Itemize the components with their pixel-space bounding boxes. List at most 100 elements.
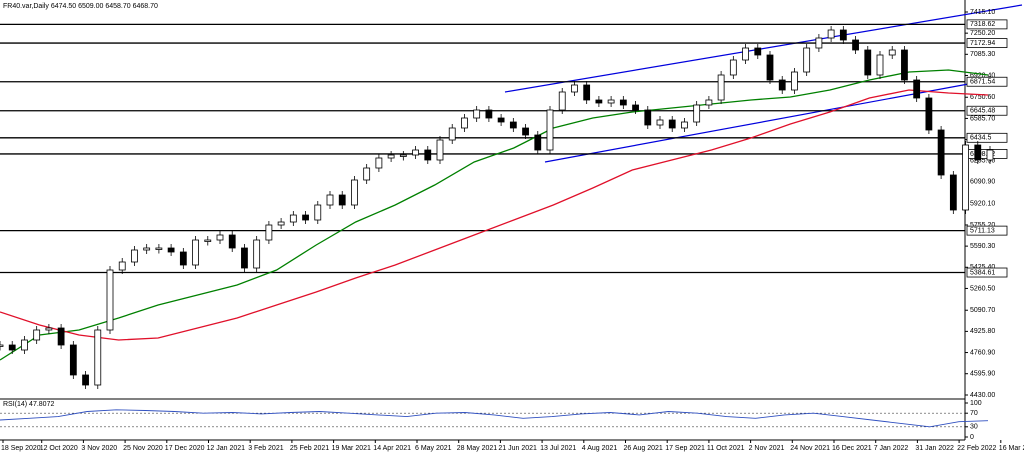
candle (962, 144, 969, 211)
candle (21, 339, 28, 351)
candle (33, 329, 41, 341)
rsi-title: RSI(14) 47.8072 (3, 401, 54, 408)
x-tick-label: 14 Apr 2021 (373, 445, 411, 452)
candle (277, 221, 285, 226)
candle (583, 84, 591, 101)
candle (399, 154, 407, 157)
candle (8, 344, 16, 351)
candle (913, 79, 921, 99)
rsi-tick-label: 100 (970, 400, 982, 407)
candle (803, 47, 811, 73)
x-tick-label: 16 Dec 2021 (832, 445, 872, 452)
x-tick-label: 19 Mar 2021 (332, 445, 371, 452)
candle (949, 174, 957, 211)
level-label: 7318.62 (970, 21, 995, 28)
candle (619, 99, 627, 106)
candle (302, 214, 309, 221)
x-tick-label: 7 Jan 2022 (874, 445, 909, 452)
y-tick-label: 4595.90 (970, 371, 995, 378)
candle (742, 47, 749, 61)
x-tick-label: 17 Sep 2021 (665, 445, 705, 452)
level-label-box (966, 105, 1008, 116)
candle (167, 247, 175, 253)
candle (192, 239, 199, 266)
level-label: 5384.61 (970, 269, 995, 276)
candle (289, 214, 297, 223)
y-tick-label: 4760.90 (970, 349, 995, 356)
level-label: 7172.94 (970, 40, 995, 47)
level-label-box (966, 19, 1008, 30)
x-tick-label: 28 May 2021 (457, 445, 498, 452)
x-tick-label: 6 May 2021 (415, 445, 452, 452)
candle (656, 119, 664, 126)
x-tick-label: 16 Mar 2022 (999, 445, 1024, 452)
x-tick-label: 25 Nov 2020 (123, 445, 163, 452)
level-label: 6308.92 (970, 151, 995, 158)
x-tick-label: 4 Aug 2021 (582, 445, 618, 452)
candle (228, 234, 236, 249)
candle (265, 224, 273, 241)
candle (815, 37, 823, 49)
x-tick-label: 12 Jan 2021 (207, 445, 246, 452)
y-tick-label: 6090.90 (970, 179, 995, 186)
candle (131, 249, 138, 263)
candle (986, 149, 994, 161)
level-label-box (966, 76, 1008, 87)
level-label-box (966, 38, 1008, 48)
candle (632, 104, 639, 111)
candle (644, 109, 652, 126)
candle (791, 71, 798, 91)
y-tick-label: 5260.50 (970, 285, 995, 292)
level-label: 6645.48 (970, 108, 995, 115)
y-tick-label: 5590.30 (970, 243, 995, 250)
y-tick-label: 5920.10 (970, 201, 995, 208)
level-label: 6434.5 (970, 135, 992, 142)
level-label: 5711.13 (970, 227, 995, 234)
candle (668, 119, 676, 129)
x-tick-label: 18 Sep 2020 (1, 445, 41, 452)
candle (57, 327, 65, 346)
rsi-tick-label: 0 (970, 434, 974, 441)
candle (204, 239, 212, 242)
candle (461, 117, 468, 129)
candle (387, 154, 395, 159)
candle (314, 204, 322, 221)
candle (0, 344, 4, 347)
level-label-box (966, 225, 1008, 236)
candle (729, 59, 737, 76)
candle (864, 49, 872, 76)
candle (412, 149, 419, 156)
candle (852, 39, 859, 51)
x-tick-label: 3 Feb 2021 (248, 445, 284, 452)
candle (241, 247, 248, 269)
candle (351, 179, 358, 206)
candle (888, 49, 896, 56)
y-tick-label: 6255.90 (970, 158, 995, 165)
y-tick-label: 4925.80 (970, 328, 995, 335)
x-tick-label: 31 Jan 2022 (915, 445, 954, 452)
y-tick-label: 5755.20 (970, 222, 995, 229)
candle (448, 127, 456, 141)
x-tick-label: 22 Feb 2022 (957, 445, 996, 452)
level-label: 6871.54 (970, 79, 995, 86)
chart-title: FR40.var,Daily 6474.50 6509.00 6458.70 6… (3, 3, 158, 10)
candle (485, 109, 493, 119)
y-tick-label: 6585.70 (970, 115, 995, 122)
candle (45, 327, 53, 331)
candle (778, 79, 786, 91)
y-tick-label: 5090.70 (970, 307, 995, 314)
rsi-line (0, 409, 989, 428)
x-tick-label: 17 Dec 2020 (165, 445, 205, 452)
candle (143, 247, 151, 251)
candle (509, 121, 517, 129)
candle (937, 129, 945, 176)
x-tick-label: 12 Oct 2020 (40, 445, 78, 452)
rsi-tick-label: 70 (970, 410, 978, 417)
candle (338, 194, 346, 206)
candle (363, 167, 371, 181)
candle (839, 29, 847, 41)
candle (925, 97, 933, 131)
candle (546, 109, 554, 151)
